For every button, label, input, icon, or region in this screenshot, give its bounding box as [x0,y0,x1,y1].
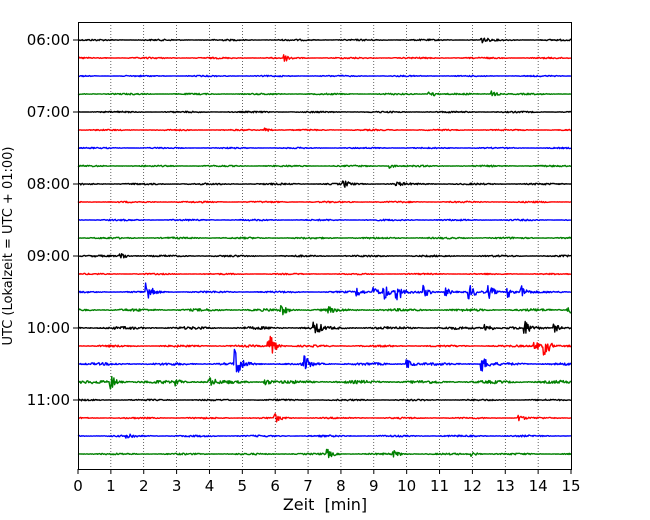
x-tick-label: 7 [303,477,313,495]
trace-1015 [78,335,572,356]
trace-0915 [77,272,572,276]
trace-0700 [77,110,572,114]
x-tick-label: 10 [397,477,416,495]
seismic-traces [77,37,572,459]
x-tick-label: 13 [496,477,515,495]
trace-0715 [77,127,572,132]
trace-1030 [77,348,572,373]
trace-0645 [77,90,571,97]
trace-0815 [77,200,572,204]
trace-0900 [77,253,572,259]
x-tick-label: 2 [139,477,149,495]
trace-0830 [77,218,572,222]
y-tick-label: 08:00 [27,175,70,193]
x-tick-label: 1 [106,477,116,495]
trace-0730 [77,146,572,150]
x-tick-label: 4 [205,477,215,495]
x-tick-label: 15 [561,477,580,495]
x-tick-label: 3 [172,477,182,495]
y-axis-ticks: 06:00 07:00 08:00 09:00 10:00 11:00 [27,31,78,409]
x-tick-label: 14 [529,477,548,495]
trace-1100 [77,398,572,402]
x-tick-label: 11 [430,477,449,495]
x-tick-label: 0 [73,477,83,495]
plot-frame [78,22,572,470]
y-tick-label: 07:00 [27,103,70,121]
y-tick-label: 06:00 [27,31,70,49]
x-tick-label: 12 [463,477,482,495]
grid-lines [110,22,539,469]
x-axis-ticks: 0 1 2 3 4 5 6 7 8 9 10 11 12 13 14 15 [73,469,581,495]
trace-1000 [77,320,572,334]
trace-0600 [77,37,571,44]
y-tick-label: 09:00 [27,247,70,265]
trace-0630 [77,74,572,78]
y-tick-label: 10:00 [27,319,70,337]
trace-1045 [77,375,572,390]
trace-0800 [77,180,571,188]
y-tick-label: 11:00 [27,391,70,409]
trace-0945 [77,305,572,316]
x-tick-label: 8 [336,477,346,495]
x-tick-label: 6 [270,477,280,495]
x-axis-label: Zeit [min] [283,495,367,514]
x-tick-label: 5 [238,477,248,495]
trace-0930 [77,282,572,301]
trace-1115 [78,413,572,423]
trace-0745 [77,164,571,169]
trace-1130 [77,433,572,439]
trace-1145 [77,448,572,459]
trace-0615 [78,54,572,62]
x-tick-label: 9 [369,477,379,495]
y-axis-label: UTC (Lokalzeit = UTC + 01:00) [1,147,16,346]
trace-0845 [77,236,572,240]
